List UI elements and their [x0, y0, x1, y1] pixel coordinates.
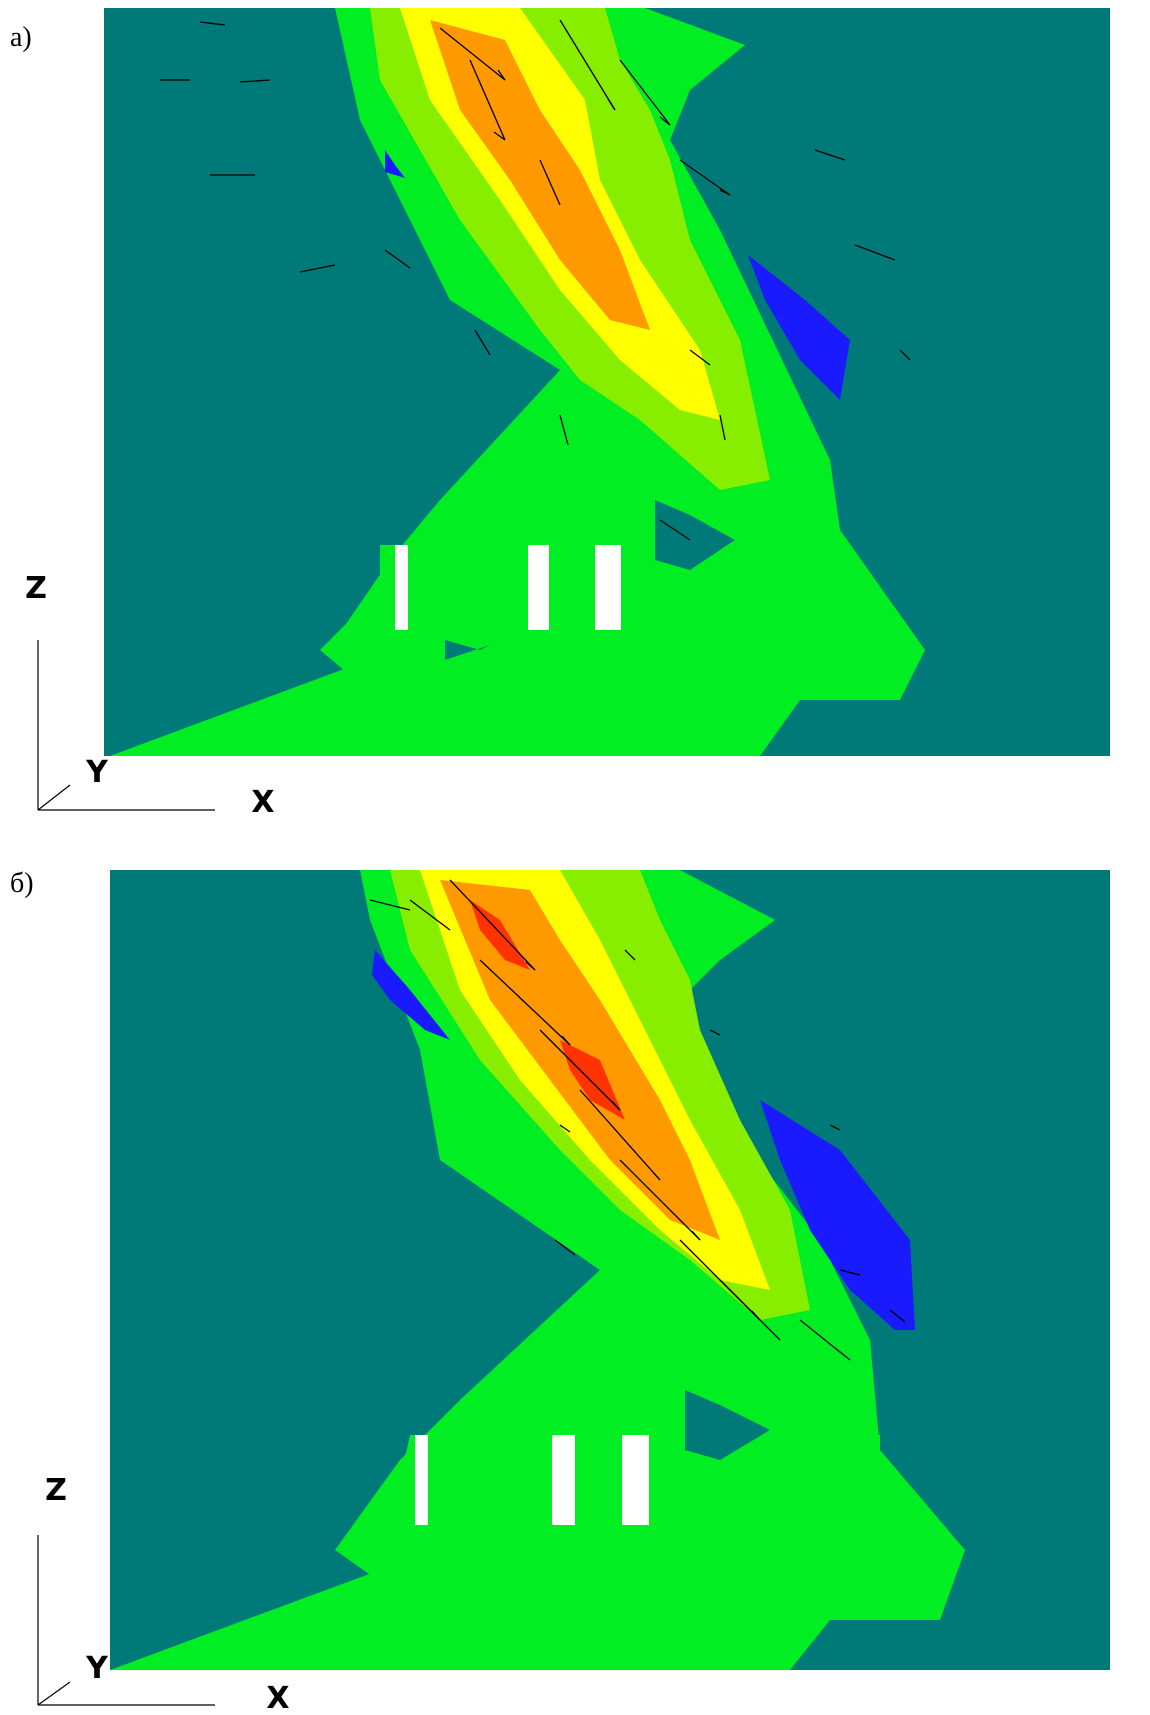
low-level-patch	[372, 950, 450, 1040]
axis-triad	[37, 640, 215, 811]
velocity-vectors	[369, 879, 906, 1361]
axis-label-x: X	[266, 1681, 289, 1715]
field-hole	[655, 500, 735, 570]
obstacle	[395, 545, 408, 630]
obstacle	[552, 1435, 575, 1525]
contour-level-5	[560, 1040, 625, 1120]
contour-level-1-base	[335, 1435, 880, 1670]
low-level-patch	[748, 255, 850, 400]
axis-label-y: Y	[85, 1651, 109, 1686]
obstacle	[595, 545, 621, 630]
axis-label-z: Z	[45, 1473, 67, 1508]
obstacle	[622, 1435, 649, 1525]
low-level-patch	[385, 150, 405, 178]
axis-label-y: Y	[85, 755, 109, 790]
panel-b-label: б)	[10, 868, 34, 899]
obstacle	[528, 545, 549, 630]
velocity-vectors	[160, 19, 911, 541]
panel-a-field: Z Y X	[25, 8, 1110, 820]
panel-a-label: a)	[10, 22, 32, 53]
axis-label-z: Z	[25, 571, 47, 606]
field-hole	[445, 640, 490, 660]
panel-b-field: Z Y X	[37, 870, 1110, 1715]
contour-level-1-base	[320, 545, 840, 756]
axis-triad	[37, 1535, 215, 1706]
axis-label-x: X	[251, 785, 274, 820]
low-level-patch	[760, 1100, 915, 1330]
obstacle	[415, 1435, 428, 1525]
contour-level-4	[430, 20, 650, 330]
panel-a: Z Y X	[0, 0, 1150, 830]
panel-b: Z Y X	[0, 860, 1150, 1715]
field-hole	[685, 1390, 770, 1460]
